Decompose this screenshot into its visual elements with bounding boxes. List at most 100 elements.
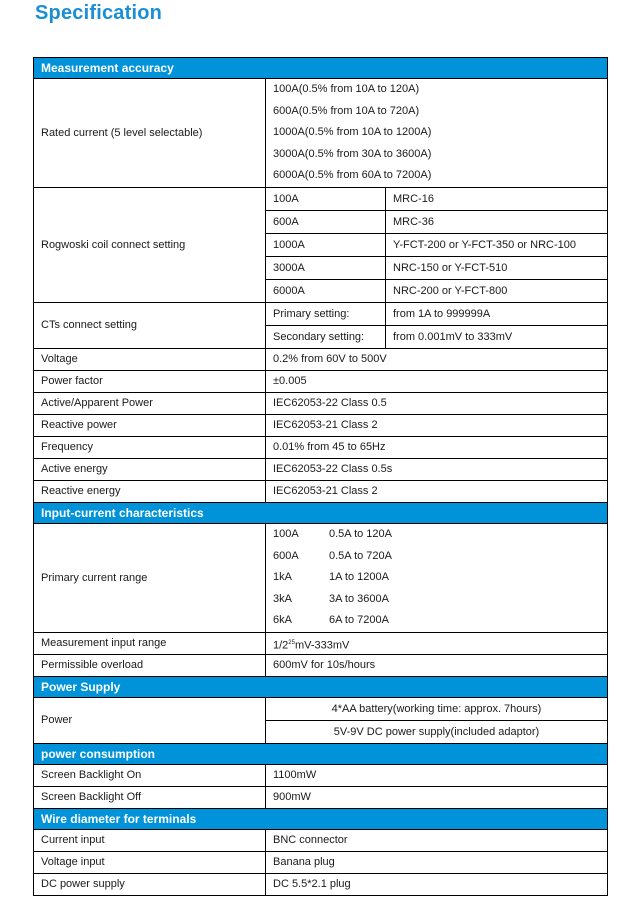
range-line: 1kA 1A to 1200A — [266, 567, 607, 589]
table-row: Current input BNC connector — [34, 829, 607, 852]
row-value: 0.01% from 45 to 65Hz — [266, 437, 607, 458]
specification-table: Measurement accuracy Rated current (5 lev… — [33, 57, 608, 896]
row-label-text: Active/Apparent Power — [41, 397, 153, 410]
row-label-text: Screen Backlight Off — [41, 791, 142, 804]
sub-row: 600A MRC-36 — [266, 210, 607, 234]
row-label: Screen Backlight Off — [34, 786, 266, 808]
row-label-text: Screen Backlight On — [41, 769, 142, 782]
table-row: Screen Backlight Off 900mW — [34, 786, 607, 809]
row-label-text: Voltage — [41, 353, 78, 366]
sub-row: 3000A NRC-150 or Y-FCT-510 — [266, 256, 607, 280]
row-label: Permissible overload — [34, 654, 266, 676]
table-row: Frequency 0.01% from 45 to 65Hz — [34, 436, 607, 459]
row-value: 900mW — [266, 787, 607, 808]
row-label: Frequency — [34, 436, 266, 458]
section-header: Power Supply — [34, 676, 607, 698]
value-line: 600A(0.5% from 10A to 720A) — [273, 104, 420, 117]
row-label: Current input — [34, 829, 266, 851]
row-label-text: Frequency — [41, 441, 93, 454]
sub-value: from 0.001mV to 333mV — [393, 330, 513, 343]
sub-value: Y-FCT-200 or Y-FCT-350 or NRC-100 — [393, 238, 576, 251]
value-line: 6000A(0.5% from 60A to 7200A) — [273, 169, 432, 182]
value-text: 1100mW — [273, 768, 317, 781]
sub-key: 6000A — [266, 279, 386, 302]
table-row: Primary current range 100A 0.5A to 120A 600… — [34, 523, 607, 633]
table-row: Screen Backlight On 1100mW — [34, 764, 607, 787]
value-line: 3000A(0.5% from 30A to 3600A) — [273, 147, 432, 160]
page-title: Specification — [35, 2, 163, 24]
value-text: DC 5.5*2.1 plug — [273, 877, 351, 890]
row-value: DC 5.5*2.1 plug — [266, 874, 607, 895]
range-value: 0.5A to 720A — [329, 549, 392, 562]
row-label-text: CTs connect setting — [41, 319, 137, 332]
row-label: Voltage input — [34, 851, 266, 873]
range-line: 3kA 3A to 3600A — [266, 589, 607, 611]
row-value: 4*AA battery(working time: approx. 7hour… — [266, 698, 607, 743]
range-rating: 3kA — [273, 592, 292, 605]
sub-value: NRC-150 or Y-FCT-510 — [393, 261, 508, 274]
value-text: Banana plug — [273, 855, 335, 868]
table-row: Rated current (5 level selectable) 100A(0… — [34, 79, 607, 188]
value-text: 0.2% from 60V to 500V — [273, 352, 387, 365]
value-text: 1/225mV-333mV — [266, 633, 607, 654]
row-label-text: DC power supply — [41, 878, 125, 891]
row-value: ±0.005 — [266, 371, 607, 392]
range-line: 6kA 6A to 7200A — [266, 610, 607, 632]
row-value: Banana plug — [266, 852, 607, 873]
row-value: IEC62053-21 Class 2 — [266, 415, 607, 436]
power-option: 4*AA battery(working time: approx. 7hour… — [266, 698, 607, 721]
section-header: Wire diameter for terminals — [34, 808, 607, 830]
sub-value: from 1A to 999999A — [393, 307, 491, 320]
sub-row: Primary setting: from 1A to 999999A — [266, 302, 607, 326]
row-label-text: Rated current (5 level selectable) — [41, 126, 203, 139]
sub-key: Primary setting: — [266, 302, 386, 325]
table-row: Permissible overload 600mV for 10s/hours — [34, 654, 607, 677]
value-text: 0.01% from 45 to 65Hz — [273, 440, 386, 453]
range-value: 6A to 7200A — [329, 614, 389, 627]
range-value: 1A to 1200A — [329, 571, 389, 584]
value-text: ±0.005 — [273, 374, 307, 387]
sub-key: 1000A — [266, 233, 386, 256]
row-label: Reactive energy — [34, 480, 266, 502]
row-label: Primary current range — [34, 523, 266, 632]
row-value: IEC62053-22 Class 0.5s — [266, 459, 607, 480]
range-value: 0.5A to 120A — [329, 527, 392, 540]
row-label: Screen Backlight On — [34, 764, 266, 786]
sub-key: Secondary setting: — [266, 325, 386, 348]
value-exponent: 25 — [288, 639, 295, 646]
range-rating: 600A — [273, 549, 299, 562]
value-text: 600mV for 10s/hours — [273, 658, 376, 671]
value-text: IEC62053-21 Class 2 — [273, 418, 378, 431]
sub-row: 6000A NRC-200 or Y-FCT-800 — [266, 279, 607, 302]
row-value: 1100mW — [266, 765, 607, 786]
row-label: Rogwoski coil connect setting — [34, 187, 266, 302]
row-label-text: Permissible overload — [41, 659, 144, 672]
range-rating: 6kA — [273, 614, 292, 627]
table-row: Voltage input Banana plug — [34, 851, 607, 874]
value-line: 1000A(0.5% from 10A to 1200A) — [273, 126, 432, 139]
row-label: Active/Apparent Power — [34, 392, 266, 414]
value-text: 900mW — [273, 790, 311, 803]
table-row: DC power supply DC 5.5*2.1 plug — [34, 873, 607, 896]
row-label-text: Rogwoski coil connect setting — [41, 238, 186, 251]
row-label: CTs connect setting — [34, 302, 266, 348]
row-label: Reactive power — [34, 414, 266, 436]
row-label: Power factor — [34, 370, 266, 392]
value-text: BNC connector — [273, 833, 348, 846]
row-label: Power — [34, 697, 266, 743]
row-value: 1/225mV-333mV — [266, 633, 607, 654]
sub-key: 600A — [266, 210, 386, 233]
row-label: Measurement input range — [34, 632, 266, 654]
row-label-text: Measurement input range — [41, 637, 167, 650]
table-row: Active energy IEC62053-22 Class 0.5s — [34, 458, 607, 481]
row-label-text: Reactive power — [41, 419, 117, 432]
section-header: Input-current characteristics — [34, 502, 607, 524]
row-value: BNC connector — [266, 830, 607, 851]
power-option: 5V-9V DC power supply(included adaptor) — [333, 725, 540, 738]
row-label-text: Active energy — [41, 463, 108, 476]
sub-row: 100A MRC-16 — [266, 187, 607, 211]
value-text: IEC62053-21 Class 2 — [273, 484, 378, 497]
value-text: IEC62053-22 Class 0.5 — [273, 396, 387, 409]
table-row: Rogwoski coil connect setting 100A MRC-16 6… — [34, 187, 607, 303]
value-text: IEC62053-22 Class 0.5s — [273, 462, 393, 475]
